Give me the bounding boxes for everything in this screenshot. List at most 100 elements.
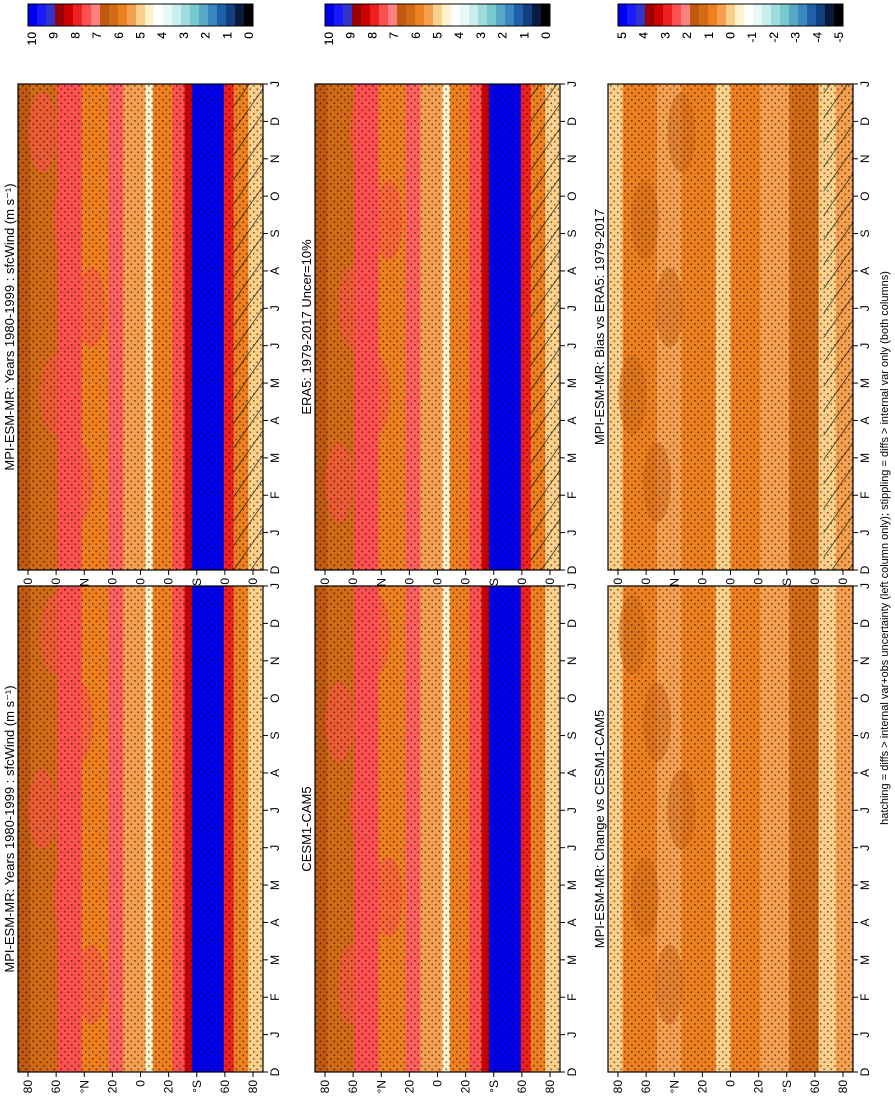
colorbar-label: -4 [810,32,824,43]
lat-tick-label: 60 [639,1080,653,1094]
lat-tick-label: 80 [611,1080,625,1094]
colorbar-swatch [190,4,200,26]
month-tick-label: D [268,565,282,574]
panel-p4: D J F M A M J J A S O N D J 80 60 °N 20 0 20 °S 60 80 CESM1-CAM… [299,583,579,1093]
lat-tick-label: 60 [515,1080,529,1094]
stippling [315,84,560,570]
month-tick-label: O [565,191,579,200]
month-tick-label: N [565,656,579,665]
colorbar-swatch [109,4,119,26]
month-tick-label: D [268,117,282,126]
footnote: hatching = diffs > internal var+obs unce… [879,271,891,825]
month-tick-label: N [268,656,282,665]
colorbar-frame [324,3,551,27]
lat-tick-label: 60 [346,1080,360,1094]
colorbar-label: 2 [496,32,510,39]
colorbar-swatch [496,4,506,26]
month-tick-label: A [268,267,282,275]
month-tick-label: M [268,955,282,965]
month-tick-label: D [565,1067,579,1076]
colorbar-p4: 10 9 8 7 6 5 4 3 2 1 0 [322,3,553,45]
colorbar-swatch [127,4,137,26]
colorbar-swatch [145,4,155,26]
month-tick-label: M [565,880,579,890]
month-tick-label: F [565,492,579,499]
month-tick-label: M [268,378,282,388]
colorbar-label: 6 [409,32,423,39]
colorbar-swatch [397,4,407,26]
colorbar-swatch [82,4,92,26]
colorbar-label: 2 [199,32,213,39]
stippling [315,586,560,1072]
colorbar-swatch [235,4,245,26]
month-tick-label: J [565,305,579,311]
colorbar-label: 4 [155,32,169,39]
month-tick-label: F [268,492,282,499]
colorbar-label: 6 [409,32,423,39]
colorbar-label: 3 [658,32,672,39]
panel-title: MPI-ESM-MR: Change vs CESM1-CAM5 [592,710,607,948]
month-tick-label: A [858,267,872,275]
colorbar-label: 2 [680,32,694,39]
lat-tick-label: °N [667,1080,681,1093]
colorbar-frame [27,3,254,27]
colorbar-label: 2 [496,32,510,39]
colorbar-label: 3 [474,32,488,39]
lat-tick-label: 20 [459,1080,473,1094]
month-tick-label: D [268,1067,282,1076]
colorbar-label: 1 [220,32,234,39]
colorbar-swatch [361,4,371,26]
colorbar-label: 9 [47,32,61,39]
colorbar-swatch [433,4,443,26]
colorbar-swatch [735,4,745,26]
lat-tick-label: °S [780,1080,794,1093]
month-tick-label: J [858,583,872,589]
month-tick-label: A [268,769,282,777]
colorbar-swatch [226,4,236,26]
month-tick-label: N [268,154,282,163]
lat-tick-label: °S [487,1080,501,1093]
colorbar-label: 0 [539,32,553,39]
colorbar-swatch [460,4,470,26]
hatching [233,84,263,570]
month-tick-label: F [858,994,872,1001]
colorbar-label: 4 [452,32,466,39]
colorbar-label: 7 [90,32,104,39]
month-tick-label: A [858,416,872,424]
colorbar-swatch [370,4,380,26]
month-tick-label: J [268,1032,282,1038]
colorbar-label: 0 [242,32,256,39]
lat-tick-label: 20 [695,1080,709,1094]
stippling [608,84,853,570]
month-tick-label: J [268,845,282,851]
panel-p6: D J F M A M J J A S O N D J 80 60 °N 20 0 20 °S 60 80 MPI-ESM-M… [592,583,872,1093]
colorbar-swatch [343,4,353,26]
colorbar-label: 3 [177,32,191,39]
colorbar-swatch [771,4,781,26]
colorbar-swatch [798,4,808,26]
colorbar-label: 1 [702,32,716,39]
colorbar-swatch [64,4,74,26]
month-tick-label: F [268,994,282,1001]
colorbar-swatch [645,4,655,26]
month-tick-label: J [565,583,579,589]
colorbar-swatch [744,4,754,26]
month-tick-label: J [858,81,872,87]
colorbar-swatch [415,4,425,26]
month-tick-label: A [565,267,579,275]
colorbar-swatch [478,4,488,26]
colorbar-label: 10 [322,32,336,46]
colorbar-swatch [388,4,398,26]
colorbar-label: 5 [615,32,629,39]
colorbar-label: 5 [134,32,148,39]
month-tick-label: J [565,530,579,536]
month-tick-label: S [268,732,282,740]
colorbar-label: 4 [452,32,466,39]
month-tick-label: M [268,880,282,890]
colorbar-swatch [73,4,83,26]
month-tick-label: J [858,305,872,311]
colorbar-swatch [424,4,434,26]
month-tick-label: A [858,769,872,777]
